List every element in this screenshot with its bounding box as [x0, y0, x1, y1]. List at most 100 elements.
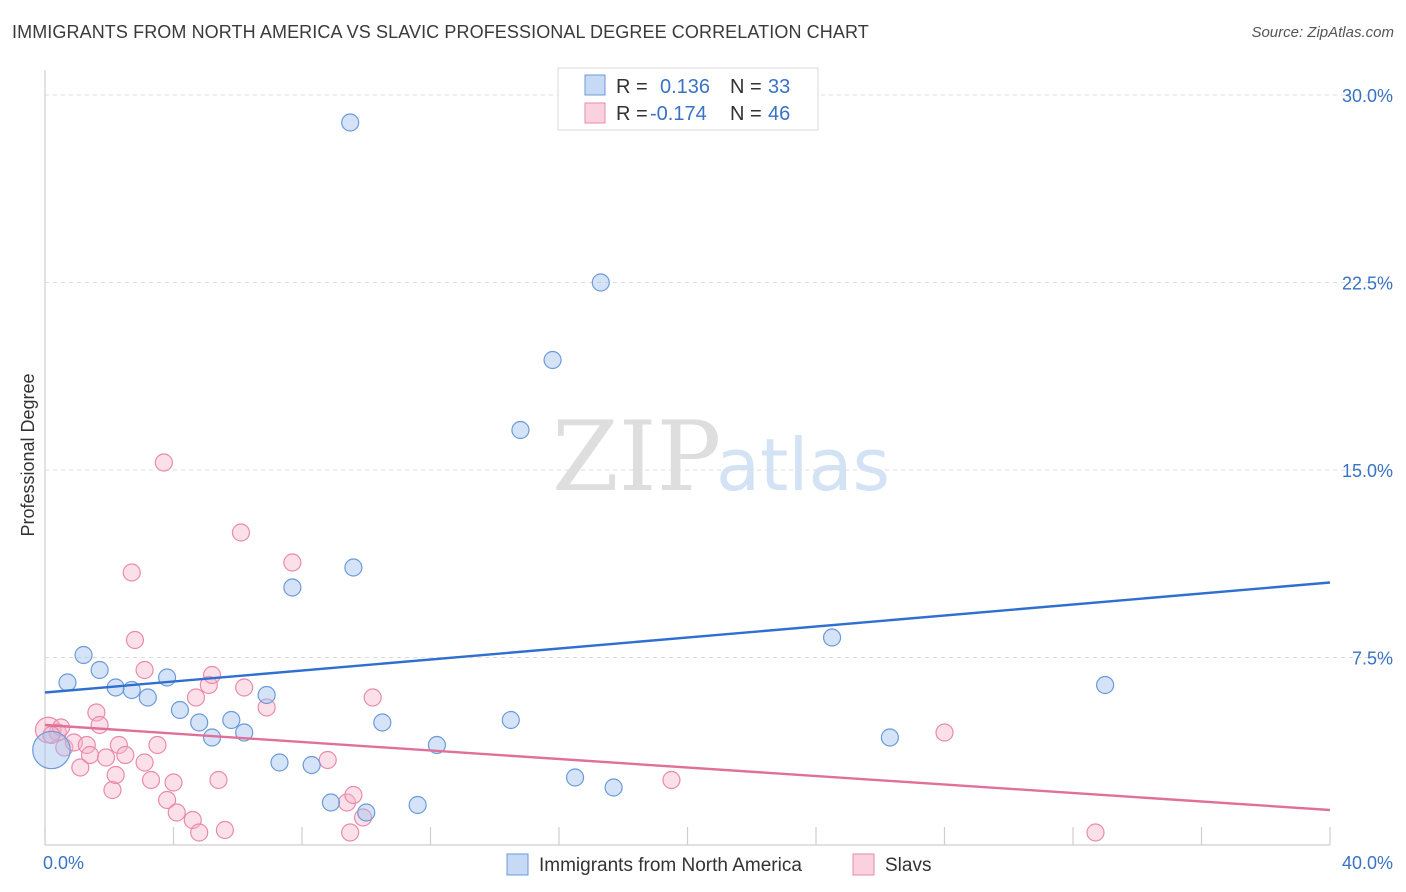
immigrants-point [373, 713, 392, 732]
immigrants-point [880, 728, 899, 747]
slavs-point [154, 453, 173, 472]
bottom-legend-label-1: Immigrants from North America [539, 855, 802, 876]
slavs-trend-line [44, 723, 1331, 812]
y-tick-label: 7.5% [1352, 649, 1393, 669]
slavs-point [103, 780, 122, 800]
slavs-points [34, 453, 1105, 842]
immigrants-point [138, 688, 157, 707]
immigrants-point [32, 730, 71, 770]
axes [44, 70, 1331, 846]
x-tick-label: 0.0% [43, 853, 84, 873]
legend-swatch-blue [584, 74, 606, 96]
slavs-point [109, 735, 128, 755]
immigrants-point [591, 273, 610, 292]
immigrants-point [543, 350, 562, 370]
slavs-point [90, 715, 109, 735]
legend-r-label-1: R = [616, 76, 648, 98]
slavs-point [135, 660, 154, 680]
bottom-legend-label-2: Slavs [885, 855, 931, 876]
immigrants-point [1096, 675, 1115, 695]
immigrants-trend-line [44, 581, 1331, 694]
legend-n-label-2: N = [730, 103, 762, 125]
slavs-point [96, 748, 116, 767]
slavs-point [122, 563, 141, 582]
slavs-point [215, 820, 234, 840]
slavs-point [231, 523, 251, 542]
trend-lines [44, 581, 1331, 812]
slavs-point [318, 750, 337, 770]
legend-n-label-1: N = [730, 76, 762, 98]
bottom-legend-swatch-pink [852, 853, 875, 876]
x-tick-label: 40.0% [1342, 853, 1393, 873]
immigrants-point [270, 753, 289, 772]
slavs-point [1086, 823, 1105, 842]
immigrants-point [344, 558, 363, 577]
slavs-point [80, 745, 100, 765]
immigrants-point [283, 578, 302, 597]
slavs-point [141, 770, 161, 790]
immigrants-point [501, 710, 520, 730]
slavs-point [116, 745, 135, 765]
immigrants-point [427, 735, 447, 755]
slavs-point [257, 698, 276, 717]
slavs-point [337, 793, 357, 812]
slavs-point [344, 785, 363, 805]
y-tick-label: 30.0% [1342, 86, 1393, 106]
immigrants-point [58, 673, 77, 692]
legend-n-value-1: 33 [768, 76, 790, 98]
series-legend: Immigrants from North America Slavs [506, 853, 931, 876]
slavs-point [164, 773, 183, 792]
immigrants-point [170, 700, 190, 720]
legend-r-value-1: 0.136 [660, 76, 710, 98]
slavs-point [125, 630, 145, 650]
slavs-point [283, 553, 302, 572]
tick-labels: 7.5% 15.0% 22.5% 30.0% 0.0% 40.0% [43, 86, 1393, 873]
y-tick-label: 22.5% [1342, 274, 1393, 294]
immigrants-point [565, 768, 585, 787]
legend-r-label-2: R = [616, 103, 648, 125]
slavs-point [935, 723, 954, 742]
immigrants-point [822, 628, 842, 647]
legend-n-value-2: 46 [768, 103, 790, 125]
correlation-legend: R = 0.136 N = 33 R = -0.174 N = 46 [557, 67, 819, 131]
immigrants-point [321, 793, 341, 812]
watermark-zip: ZIP [552, 401, 721, 513]
immigrants-point [604, 778, 623, 797]
grid-lines [45, 94, 1392, 658]
immigrants-point [302, 755, 321, 775]
slavs-point [157, 790, 177, 810]
slavs-point [77, 735, 96, 755]
legend-swatch-pink [584, 102, 606, 124]
slavs-point [235, 678, 254, 697]
immigrants-point [222, 710, 241, 730]
immigrants-point [257, 685, 276, 705]
watermark-atlas: atlas [716, 423, 890, 507]
slavs-point [106, 765, 125, 785]
slavs-point [341, 823, 360, 842]
chart-source: Source: ZipAtlas.com [1251, 24, 1394, 41]
immigrants-point [341, 113, 360, 132]
slavs-point [71, 758, 90, 777]
slavs-point [662, 770, 681, 790]
bottom-legend-swatch-blue [506, 853, 529, 876]
immigrants-point [74, 645, 93, 665]
chart-title: IMMIGRANTS FROM NORTH AMERICA VS SLAVIC … [12, 22, 869, 42]
immigrants-point [190, 713, 209, 732]
slavs-point [190, 823, 209, 842]
slavs-point [135, 753, 154, 772]
immigrants-point [357, 803, 376, 822]
immigrants-point [90, 660, 109, 680]
slavs-point [353, 808, 373, 827]
slavs-point [363, 688, 382, 707]
immigrants-points [32, 113, 1115, 822]
immigrants-point [408, 795, 427, 815]
legend-r-value-2: -0.174 [650, 103, 707, 125]
slavs-point [167, 803, 186, 822]
slavs-point [148, 735, 167, 755]
immigrants-point [511, 420, 530, 440]
slavs-point [209, 770, 228, 790]
y-tick-label: 15.0% [1342, 461, 1393, 481]
y-axis-label: Professional Degree [18, 373, 38, 536]
slavs-point [186, 688, 206, 707]
